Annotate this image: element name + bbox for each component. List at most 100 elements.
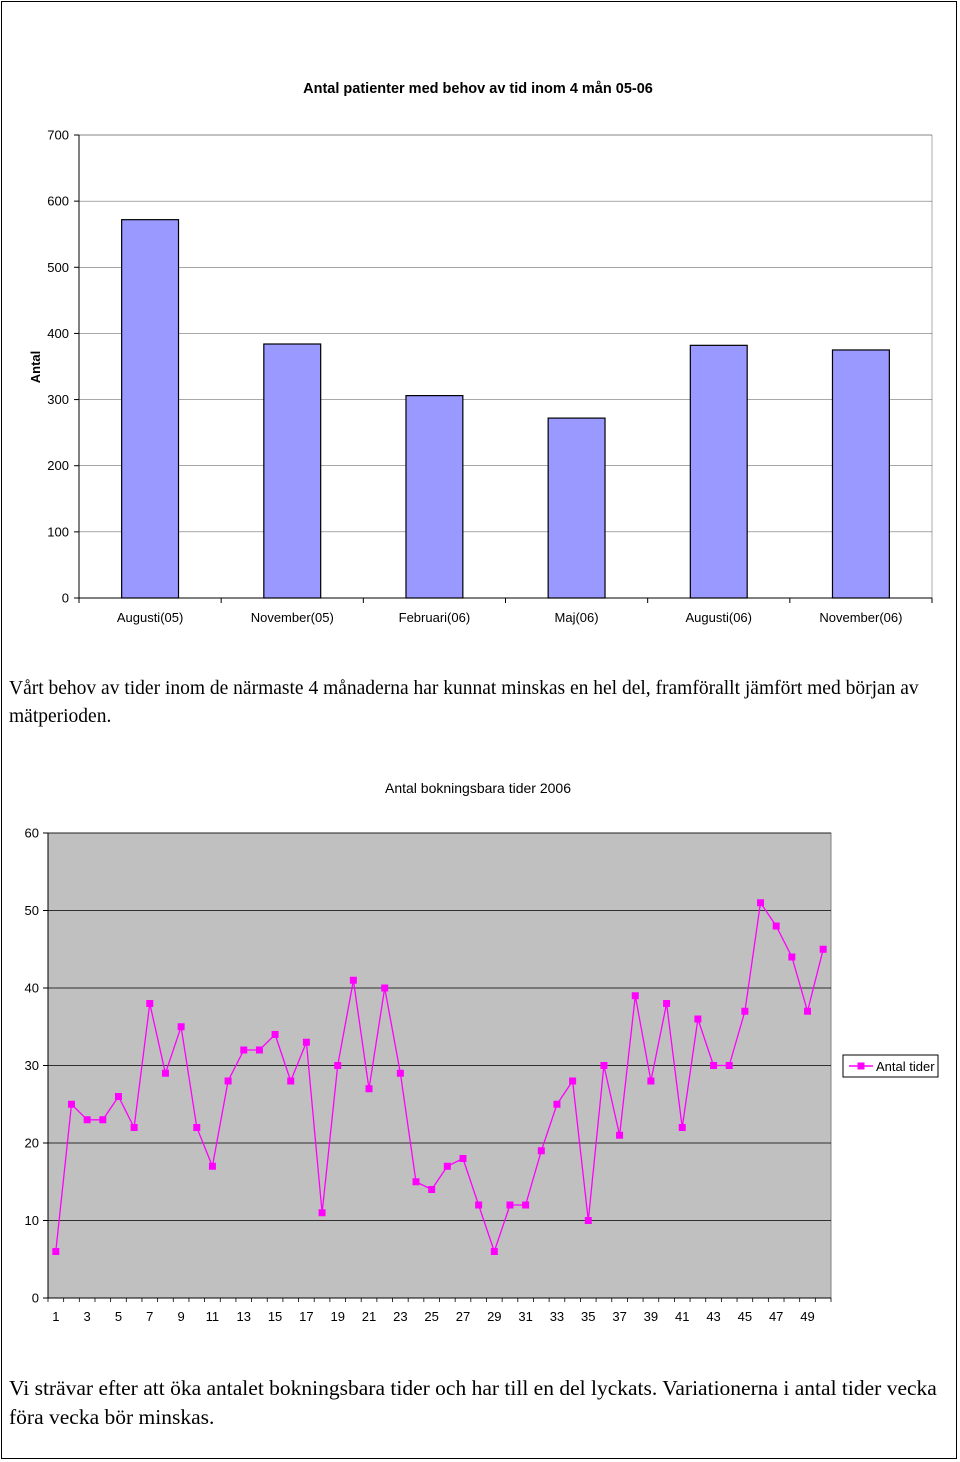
x-tick-label: 31: [518, 1309, 532, 1324]
data-point: [710, 1062, 718, 1069]
x-tick-label: Maj(06): [555, 610, 599, 625]
bar-chart: Antal patienter med behov av tid inom 4 …: [28, 81, 933, 625]
data-point: [287, 1077, 295, 1085]
x-tick-label: 11: [206, 1309, 220, 1324]
y-tick-label: 50: [25, 903, 39, 918]
data-point: [224, 1077, 232, 1085]
data-point: [318, 1209, 326, 1217]
bar: [831, 349, 890, 599]
data-point: [99, 1116, 107, 1124]
x-tick-label: Augusti(05): [117, 610, 183, 625]
x-tick-label: 7: [146, 1309, 153, 1324]
bar: [121, 219, 180, 599]
x-tick-label: 37: [612, 1309, 626, 1324]
data-point: [114, 1093, 122, 1100]
data-point: [161, 1069, 169, 1077]
data-point: [506, 1201, 514, 1209]
x-tick-label: 5: [115, 1309, 122, 1324]
data-point: [349, 976, 357, 984]
y-tick-label: 40: [25, 981, 39, 996]
data-point: [804, 1007, 812, 1015]
y-tick-label: 60: [25, 826, 39, 841]
data-point: [569, 1077, 577, 1085]
bar: [689, 344, 748, 599]
legend-marker: [857, 1062, 865, 1070]
paragraph-1: Vårt behov av tider inom de närmaste 4 m…: [9, 678, 919, 727]
x-tick-label: 9: [177, 1309, 184, 1324]
x-tick-label: November(06): [819, 610, 902, 625]
y-tick-label: 700: [47, 128, 69, 143]
data-point: [146, 1000, 154, 1007]
data-point: [83, 1116, 91, 1124]
data-point: [443, 1162, 451, 1170]
legend-label: Antal tider: [876, 1059, 935, 1074]
y-tick-label: 0: [62, 591, 69, 606]
x-tick-label: 19: [330, 1309, 344, 1324]
x-tick-label: 45: [738, 1309, 752, 1324]
y-tick-label: 100: [47, 524, 69, 539]
y-axis-label: Antal: [28, 351, 43, 384]
paragraph-2: Vi strävar efter att öka antalet bokning…: [9, 1376, 937, 1429]
data-point: [584, 1217, 592, 1224]
data-point: [193, 1124, 201, 1131]
data-point: [757, 899, 765, 907]
y-tick-label: 200: [47, 458, 69, 473]
data-point: [428, 1186, 436, 1193]
data-point: [365, 1085, 373, 1093]
x-tick-label: 39: [644, 1309, 658, 1324]
chart-title: Antal bokningsbara tider 2006: [385, 780, 571, 796]
legend-box: [842, 1054, 939, 1078]
x-tick-label: 17: [299, 1309, 313, 1324]
x-tick-label: 13: [237, 1309, 251, 1324]
data-point: [271, 1031, 279, 1038]
data-point: [600, 1062, 608, 1069]
x-tick-label: 29: [487, 1309, 501, 1324]
data-point: [788, 953, 796, 961]
data-point: [334, 1062, 342, 1069]
data-point: [663, 1000, 671, 1007]
x-tick-label: 27: [456, 1309, 470, 1324]
data-point: [52, 1248, 60, 1255]
x-tick-label: 43: [706, 1309, 720, 1324]
y-tick-label: 300: [47, 392, 69, 407]
x-tick-label: Augusti(06): [686, 610, 752, 625]
data-point: [490, 1248, 498, 1255]
data-point: [240, 1046, 248, 1054]
data-point: [475, 1201, 483, 1209]
data-point: [396, 1069, 404, 1077]
x-tick-label: 47: [769, 1309, 783, 1324]
data-point: [772, 922, 780, 930]
x-tick-label: 25: [424, 1309, 438, 1324]
data-point: [537, 1147, 545, 1155]
data-point: [177, 1023, 185, 1031]
data-point: [678, 1124, 686, 1131]
x-tick-label: 23: [393, 1309, 407, 1324]
data-point: [631, 992, 639, 1000]
data-point: [255, 1046, 263, 1054]
data-point: [647, 1077, 655, 1085]
x-tick-label: 21: [362, 1309, 376, 1324]
data-point: [412, 1178, 420, 1186]
x-tick-label: November(05): [251, 610, 334, 625]
y-tick-label: 10: [25, 1213, 39, 1228]
x-tick-label: 41: [675, 1309, 689, 1324]
data-point: [381, 984, 389, 992]
data-point: [522, 1201, 530, 1209]
legend: Antal tider: [842, 1054, 939, 1078]
data-point: [725, 1062, 733, 1069]
data-point: [130, 1124, 138, 1131]
data-point: [553, 1100, 561, 1108]
data-point: [694, 1015, 702, 1023]
y-tick-label: 500: [47, 260, 69, 275]
x-tick-label: 15: [268, 1309, 282, 1324]
data-point: [819, 945, 827, 953]
data-point: [67, 1100, 75, 1108]
data-point: [459, 1155, 467, 1162]
x-tick-label: 49: [800, 1309, 814, 1324]
x-tick-label: Februari(06): [399, 610, 471, 625]
data-point: [302, 1038, 310, 1046]
y-tick-label: 0: [32, 1291, 39, 1306]
series-line: [55, 901, 824, 1254]
y-tick-label: 20: [25, 1136, 39, 1151]
